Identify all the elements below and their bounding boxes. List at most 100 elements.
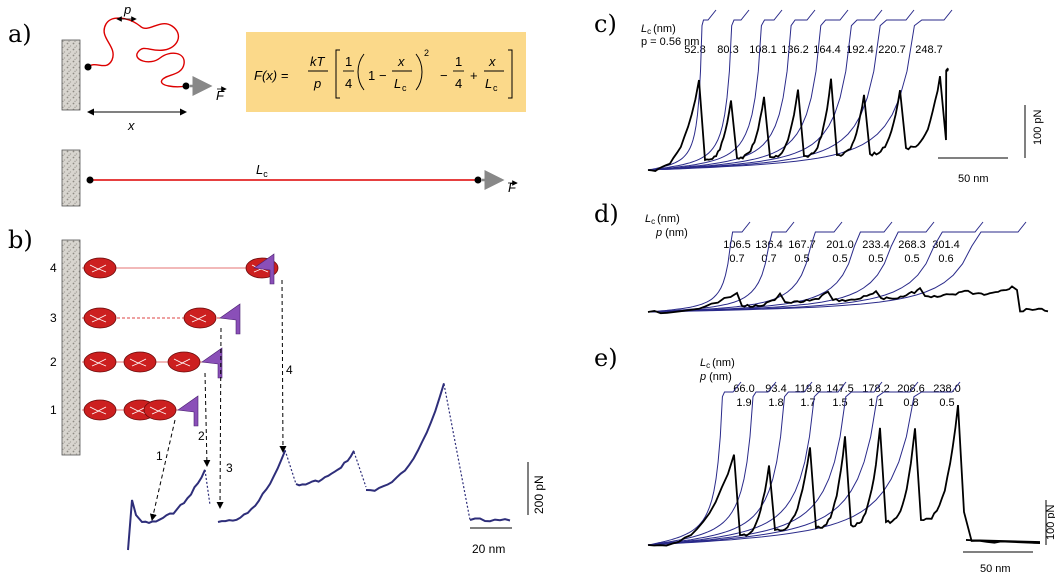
svg-text:1: 1 [455,54,462,69]
surface-block-stretched [61,149,81,207]
eq-p: p [313,76,321,91]
e-p-value: 1.7 [800,397,815,409]
scale-label-x-c: 50 nm [958,173,989,185]
svg-text:F: F [508,180,517,195]
e-p-value: 0.5 [939,397,954,409]
eq-paren-right [415,53,423,91]
e-p-value: 1.9 [736,397,751,409]
trace-segment [365,383,445,492]
e-lc-value: 66.0 [733,383,754,395]
trace-drop [353,451,367,488]
e-lc-value: 208.6 [897,383,925,395]
c-lc-value: 192.4 [846,44,874,56]
d-lc-value: 233.4 [862,239,890,251]
svg-text:1: 1 [345,54,352,69]
e-p-value: 1.8 [768,397,783,409]
surface-block [61,39,81,111]
state-arrow [203,372,211,467]
panel-e-p-header: p (nm) [699,371,732,383]
trace-drop [204,469,211,506]
panel-b-letter: b) [8,226,33,254]
arrow-label: 3 [226,461,233,475]
c-lc-value: 52.8 [684,44,705,56]
d-lc-value: 167.7 [788,239,816,251]
panel-d: d) Lc (nm) p (nm) 106.50.7136.40.7167.70.5… [594,200,1049,315]
d-p-value: 0.5 [832,253,847,265]
cantilever-tip [219,303,241,335]
c-lc-value: 248.7 [915,44,943,56]
c-lc-value: 80.3 [717,44,738,56]
equation-box [246,32,526,112]
panel-e-letter: e) [594,344,618,372]
force-label: F [216,88,225,103]
svg-text:c: c [402,83,407,93]
c-wlc-curve [647,9,915,171]
unfolding-states: 4 3 2 1 [50,253,279,427]
d-wlc-curve [647,221,1027,313]
surface-pillar [61,239,81,456]
c-lc-value: 108.1 [749,44,777,56]
d-lc-value: 106.5 [723,239,751,251]
state-arrows: 1 2 3 4 [149,279,293,521]
e-wlc-curve [647,381,961,546]
trace-drop [284,449,297,485]
panel-e: e) Lc (nm) p (nm) 66.01.993.41.8119.81.714… [594,344,1055,575]
panel-a: a) F p x F(x) = kT p 1 4 1 − x L c [8,2,526,207]
arrow-label: 4 [286,363,293,377]
panel-b: b) 4 3 2 1 1 2 3 4 200 pN 20 nm [8,226,546,556]
cantilever-tip [177,395,199,427]
d-wlc-curve [647,221,751,313]
d-p-value: 0.7 [729,253,744,265]
state-label: 1 [50,403,57,417]
svg-text:+: + [470,68,478,83]
c-wlc-curve [647,9,750,171]
e-wlc-curve [647,381,813,546]
eq-paren-left [357,53,365,91]
scale-label-x-b: 20 nm [472,542,505,556]
trace-segment [217,450,286,523]
state-arrow [279,279,287,453]
d-lc-value: 268.3 [898,239,926,251]
panel-e-trace [647,404,1041,547]
tether-end [182,82,190,90]
cantilever-tip [253,253,275,285]
panel-d-values: 106.50.7136.40.7167.70.5201.00.5233.40.5… [723,239,960,265]
d-lc-value: 201.0 [826,239,854,251]
d-p-value: 0.5 [794,253,809,265]
panel-d-wlc-fits [647,221,1027,313]
panel-d-lc-header: Lc (nm) [645,213,680,226]
svg-text:4: 4 [455,76,462,91]
svg-text:x: x [397,54,405,69]
scale-label-y-b: 200 pN [532,475,546,514]
scale-label-y-c: 100 pN [1032,109,1044,145]
eq-lhs: F(x) = [254,68,289,83]
tether-anchor [84,63,92,71]
state-label: 2 [50,355,57,369]
svg-text:L: L [485,76,492,91]
arrow-label: 1 [156,449,163,463]
svg-text:x: x [488,54,496,69]
c-wlc-curve [647,9,883,171]
e-wlc-curve [647,381,777,546]
d-lc-value: 301.4 [932,239,960,251]
contour-length-label: Lc [256,162,268,179]
trace-drop [443,383,471,521]
svg-text:L: L [394,76,401,91]
e-lc-value: 238.0 [933,383,961,395]
e-p-value: 1.5 [832,397,847,409]
scale-label-x-e: 50 nm [980,563,1011,575]
svg-text:−: − [440,68,448,83]
wlc-equation: F(x) = kT p 1 4 1 − x L c 2 − 1 4 + x L … [254,48,513,99]
persistence-label: p [123,2,131,17]
svg-text:4: 4 [345,76,352,91]
trace-segment [127,469,206,551]
trace-tail [469,517,511,523]
c-lc-value: 136.2 [781,44,809,56]
c-lc-value: 164.4 [813,44,841,56]
panel-a-letter: a) [8,20,32,48]
extension-label: x [127,118,135,133]
eq-bracket-left [335,49,340,99]
e-wlc-curve [647,381,742,546]
